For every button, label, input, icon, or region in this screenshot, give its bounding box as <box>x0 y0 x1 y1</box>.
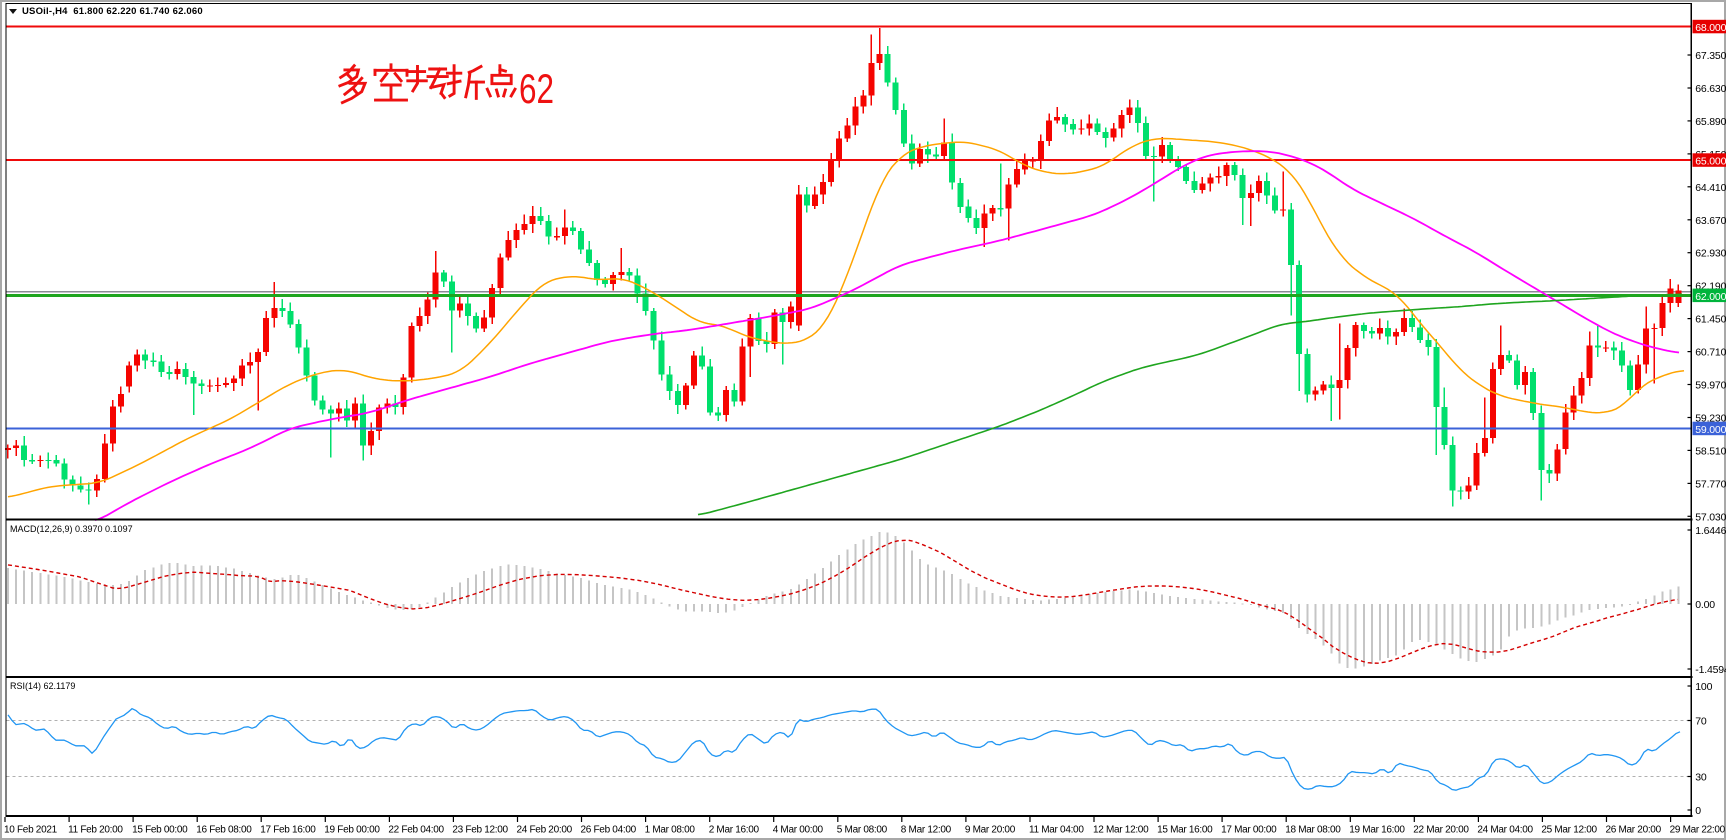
svg-text:57.030: 57.030 <box>1695 511 1726 523</box>
svg-text:15 Mar 16:00: 15 Mar 16:00 <box>1157 825 1213 836</box>
svg-text:59.970: 59.970 <box>1695 380 1726 392</box>
svg-text:59.230: 59.230 <box>1695 413 1726 425</box>
svg-text:25 Mar 12:00: 25 Mar 12:00 <box>1541 825 1597 836</box>
svg-text:59.000: 59.000 <box>1695 424 1726 436</box>
svg-text:58.510: 58.510 <box>1695 445 1726 457</box>
svg-text:67.350: 67.350 <box>1695 50 1726 62</box>
svg-text:68.000: 68.000 <box>1695 22 1726 34</box>
svg-text:9 Mar 20:00: 9 Mar 20:00 <box>965 825 1016 836</box>
svg-text:11 Mar 04:00: 11 Mar 04:00 <box>1029 825 1084 836</box>
svg-text:24 Mar 04:00: 24 Mar 04:00 <box>1477 825 1533 836</box>
svg-text:4 Mar 00:00: 4 Mar 00:00 <box>773 825 824 836</box>
svg-text:66.630: 66.630 <box>1695 83 1726 95</box>
svg-text:USOil-,H4 61.800 62.220 61.74: USOil-,H4 61.800 62.220 61.740 62.060 <box>22 6 203 17</box>
svg-text:100: 100 <box>1695 681 1712 693</box>
svg-text:61.450: 61.450 <box>1695 314 1726 326</box>
svg-text:23 Feb 12:00: 23 Feb 12:00 <box>452 825 508 836</box>
svg-text:0.00: 0.00 <box>1695 599 1715 611</box>
svg-text:16 Feb 08:00: 16 Feb 08:00 <box>196 825 252 836</box>
svg-text:26 Feb 04:00: 26 Feb 04:00 <box>581 825 637 836</box>
svg-text:19 Mar 16:00: 19 Mar 16:00 <box>1349 825 1405 836</box>
svg-text:18 Mar 08:00: 18 Mar 08:00 <box>1285 825 1341 836</box>
svg-text:29 Mar 22:00: 29 Mar 22:00 <box>1670 825 1726 836</box>
svg-text:15 Feb 00:00: 15 Feb 00:00 <box>132 825 188 836</box>
svg-text:64.410: 64.410 <box>1695 182 1726 194</box>
svg-text:1.6446: 1.6446 <box>1695 525 1726 537</box>
svg-text:11 Feb 20:00: 11 Feb 20:00 <box>68 825 123 836</box>
svg-text:19 Feb 00:00: 19 Feb 00:00 <box>324 825 380 836</box>
svg-text:62.000: 62.000 <box>1695 291 1726 303</box>
svg-text:5 Mar 08:00: 5 Mar 08:00 <box>837 825 888 836</box>
svg-text:17 Feb 16:00: 17 Feb 16:00 <box>260 825 316 836</box>
svg-text:1 Mar 08:00: 1 Mar 08:00 <box>645 825 696 836</box>
svg-text:60.710: 60.710 <box>1695 347 1726 359</box>
svg-text:62.930: 62.930 <box>1695 248 1726 260</box>
svg-text:10 Feb 2021: 10 Feb 2021 <box>4 825 58 836</box>
svg-text:70: 70 <box>1695 716 1707 728</box>
svg-text:30: 30 <box>1695 772 1707 784</box>
svg-text:22 Mar 20:00: 22 Mar 20:00 <box>1413 825 1469 836</box>
svg-text:MACD(12,26,9) 0.3970 0.1097: MACD(12,26,9) 0.3970 0.1097 <box>10 524 133 534</box>
svg-text:12 Mar 12:00: 12 Mar 12:00 <box>1093 825 1149 836</box>
svg-text:65.000: 65.000 <box>1695 156 1726 168</box>
svg-text:26 Mar 20:00: 26 Mar 20:00 <box>1606 825 1662 836</box>
svg-text:63.670: 63.670 <box>1695 215 1726 227</box>
svg-text:22 Feb 04:00: 22 Feb 04:00 <box>388 825 444 836</box>
svg-text:24 Feb 20:00: 24 Feb 20:00 <box>517 825 573 836</box>
svg-text:17 Mar 00:00: 17 Mar 00:00 <box>1221 825 1277 836</box>
svg-text:-1.4594: -1.4594 <box>1695 664 1726 676</box>
svg-text:2 Mar 16:00: 2 Mar 16:00 <box>709 825 760 836</box>
svg-text:57.770: 57.770 <box>1695 478 1726 490</box>
svg-text:8 Mar 12:00: 8 Mar 12:00 <box>901 825 952 836</box>
svg-text:0: 0 <box>1695 805 1701 817</box>
svg-text:RSI(14) 62.1179: RSI(14) 62.1179 <box>10 681 75 691</box>
svg-text:65.890: 65.890 <box>1695 116 1726 128</box>
svg-text:62: 62 <box>519 65 554 112</box>
